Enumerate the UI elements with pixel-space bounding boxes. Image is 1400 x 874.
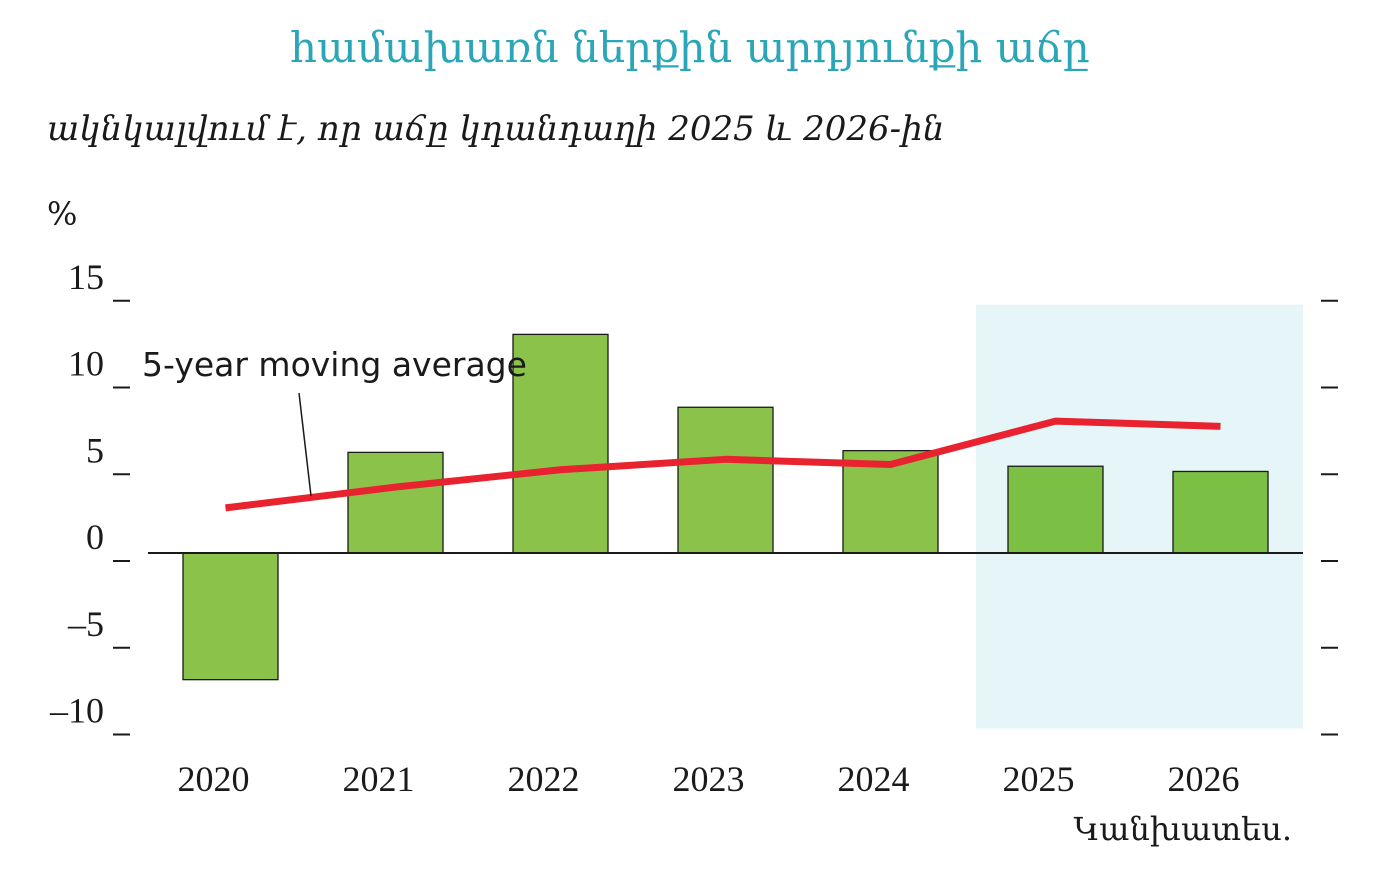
bar-2023 [677, 406, 774, 554]
moving-average-layer [225, 417, 1221, 512]
y-tick-label: –10 [49, 691, 104, 731]
x-tick-label-2025: 2025 [1003, 759, 1075, 799]
x-axis-ticks: 2020 2021 2022 2023 2024 2025 2026 [178, 759, 1240, 799]
moving-average-annotation: 5-year moving average [142, 345, 527, 384]
annotation-leader-line [298, 392, 312, 496]
forecast-label: Կանխատես. [1073, 810, 1292, 848]
bar-2022 [512, 333, 609, 554]
bar-2026 [1172, 470, 1269, 554]
x-tick-label-2022: 2022 [508, 759, 580, 799]
moving-average-line [225, 417, 1221, 512]
chart-title: համախառն ներքին արդյունքի աճը [290, 23, 1089, 72]
x-tick-label-2023: 2023 [673, 759, 745, 799]
y-tick-label: 10 [68, 344, 104, 384]
bar-2020 [182, 552, 279, 681]
y-tick-label: 5 [86, 430, 104, 470]
bars [182, 333, 1269, 681]
y-tick-label: 15 [68, 257, 104, 297]
x-tick-label-2026: 2026 [1168, 759, 1240, 799]
y-axis-ticks: 15 10 5 0 –5 –10 [49, 257, 130, 736]
x-tick-label-2020: 2020 [178, 759, 250, 799]
x-tick-label-2024: 2024 [838, 759, 910, 799]
chart-subtitle: ակնկալվում է, որ աճը կդանդաղի 2025 և 202… [47, 109, 944, 149]
bar-2021 [347, 451, 444, 554]
annotation-layer: 5-year moving average [142, 345, 527, 496]
y-axis-unit: % [47, 195, 77, 233]
x-tick-label-2021: 2021 [343, 759, 415, 799]
bar-2025 [1007, 465, 1104, 554]
y-tick-label: 0 [86, 517, 104, 557]
y-tick-label: –5 [67, 604, 104, 644]
right-axis-ticks [1321, 299, 1338, 736]
